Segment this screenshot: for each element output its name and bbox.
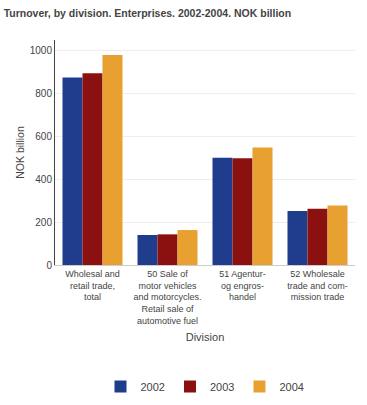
- svg-text:Division: Division: [186, 331, 225, 343]
- svg-text:50 Sale ofmotor vehiclesand mo: 50 Sale ofmotor vehiclesand motorcycles.…: [133, 269, 201, 326]
- svg-text:2002: 2002: [141, 381, 165, 393]
- svg-text:400: 400: [35, 174, 52, 185]
- svg-text:0: 0: [46, 260, 52, 271]
- svg-text:2004: 2004: [279, 381, 303, 393]
- svg-text:52 Wholesaletrade and com-miss: 52 Wholesaletrade and com-mission trade: [287, 269, 348, 302]
- svg-text:NOK billion: NOK billion: [14, 126, 26, 179]
- svg-text:51 Agentur-og engros-handel: 51 Agentur-og engros-handel: [219, 269, 266, 302]
- svg-text:1000: 1000: [30, 45, 53, 56]
- svg-text:200: 200: [35, 217, 52, 228]
- svg-text:2003: 2003: [210, 381, 234, 393]
- svg-text:Turnover, by division. Enterpr: Turnover, by division. Enterprises. 2002…: [4, 7, 291, 19]
- svg-text:800: 800: [35, 88, 52, 99]
- svg-text:600: 600: [35, 131, 52, 142]
- svg-text:Wholesal andretail trade,total: Wholesal andretail trade,total: [65, 269, 120, 302]
